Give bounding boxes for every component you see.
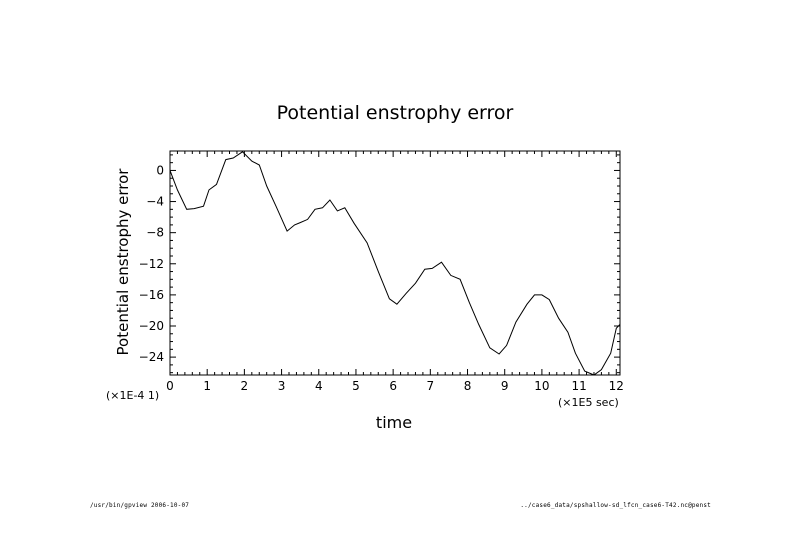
- x-tick-label: 6: [389, 379, 397, 393]
- x-tick-label: 11: [571, 379, 586, 393]
- y-scale-label: (×1E-4 1): [106, 389, 159, 402]
- y-tick-label: −8: [146, 226, 164, 240]
- chart-title: Potential enstrophy error: [277, 102, 514, 124]
- y-axis-label: Potential enstrophy error: [114, 168, 132, 356]
- x-tick-label: 4: [315, 379, 323, 393]
- x-axis-label: time: [376, 413, 412, 432]
- x-tick-label: 9: [501, 379, 509, 393]
- x-tick-label: 1: [203, 379, 211, 393]
- x-tick-label: 3: [278, 379, 286, 393]
- x-tick-label: 10: [534, 379, 549, 393]
- x-tick-label: 8: [464, 379, 472, 393]
- footer-left-text: /usr/bin/gpview 2006-10-07: [90, 502, 190, 509]
- y-tick-label: 0: [156, 163, 164, 177]
- x-tick-label: 2: [241, 379, 249, 393]
- y-tick-label: −12: [139, 257, 164, 271]
- x-scale-label: (×1E5 sec): [558, 396, 619, 409]
- plot-frame: [169, 150, 621, 376]
- y-tick-label: −4: [146, 195, 164, 209]
- y-tick-label: −20: [139, 319, 164, 333]
- axis-ticks: [169, 151, 620, 375]
- x-tick-label: 7: [427, 379, 435, 393]
- x-tick-label: 0: [166, 379, 174, 393]
- y-tick-label: −24: [139, 350, 164, 364]
- y-tick-label: −16: [139, 288, 164, 302]
- x-tick-label: 5: [352, 379, 360, 393]
- x-tick-label: 12: [609, 379, 624, 393]
- axis-tick-labels: 0 1 2 3 4 5 6 7 8 9 10 11 120−4−8−12−16−20−24: [139, 163, 624, 393]
- footer-right-text: ../case6_data/spshallow-sd_lfcn_case6-T4…: [520, 502, 711, 509]
- data-series-line: [169, 151, 621, 376]
